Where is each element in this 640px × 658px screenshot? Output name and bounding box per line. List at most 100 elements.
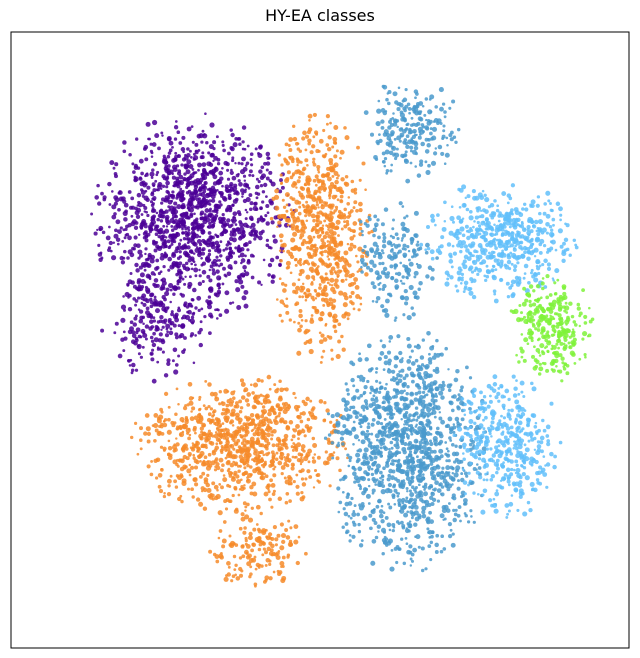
scatter-point [400, 441, 405, 446]
scatter-point [199, 216, 204, 221]
scatter-point [352, 471, 357, 477]
scatter-point [111, 204, 117, 210]
scatter-point [298, 309, 303, 313]
scatter-point [154, 232, 159, 236]
scatter-point [409, 391, 415, 397]
scatter-point [384, 463, 390, 468]
scatter-point [195, 178, 201, 183]
scatter-point [385, 397, 389, 401]
scatter-point [368, 268, 374, 273]
scatter-point [360, 439, 366, 445]
scatter-point [189, 213, 194, 219]
scatter-point [157, 430, 162, 435]
scatter-point [191, 221, 195, 226]
scatter-point [350, 188, 355, 193]
scatter-point [254, 147, 258, 151]
scatter-point [174, 335, 179, 340]
scatter-point [393, 503, 397, 506]
scatter-point [227, 251, 232, 256]
scatter-point [310, 213, 316, 219]
scatter-point [152, 239, 156, 243]
scatter-point [222, 474, 226, 477]
scatter-point [151, 197, 154, 201]
scatter-point [225, 255, 230, 261]
scatter-point [425, 465, 430, 470]
scatter-point [251, 542, 257, 548]
scatter-point [191, 140, 195, 144]
scatter-point [373, 460, 378, 465]
scatter-point [256, 377, 261, 383]
scatter-point [259, 511, 263, 516]
scatter-point [186, 147, 190, 151]
scatter-point [166, 429, 172, 435]
scatter-point [330, 441, 335, 445]
scatter-point [176, 308, 182, 313]
scatter-point [150, 208, 155, 213]
scatter-point [176, 261, 180, 265]
scatter-point [456, 127, 461, 132]
scatter-point [358, 201, 363, 207]
scatter-point [154, 179, 158, 183]
scatter-point [153, 458, 158, 463]
scatter-point [208, 235, 214, 240]
scatter-point [384, 298, 390, 304]
scatter-point [132, 322, 137, 327]
scatter-point [222, 477, 228, 483]
scatter-point [296, 159, 301, 164]
scatter-point [409, 161, 413, 165]
scatter-point [215, 559, 220, 564]
scatter-point [377, 390, 382, 394]
scatter-point [277, 414, 281, 418]
scatter-point [370, 422, 375, 427]
scatter-point [456, 513, 461, 518]
scatter-point [265, 168, 269, 172]
scatter-point [228, 402, 234, 407]
scatter-point [429, 432, 433, 436]
scatter-point [323, 249, 328, 254]
scatter-point [410, 306, 414, 310]
scatter-point [145, 172, 149, 175]
scatter-point [193, 443, 199, 449]
scatter-point [415, 493, 421, 499]
scatter-point [174, 120, 178, 123]
scatter-point [367, 432, 371, 436]
scatter-point [245, 551, 249, 555]
scatter-point [201, 231, 205, 235]
scatter-point [142, 332, 148, 339]
scatter-point [375, 296, 381, 301]
scatter-point [452, 508, 456, 513]
scatter-point [324, 201, 329, 205]
scatter-point [175, 462, 179, 467]
scatter-point [364, 487, 369, 492]
scatter-point [314, 229, 320, 235]
scatter-point [340, 415, 347, 421]
scatter-point [434, 480, 439, 486]
scatter-point [400, 239, 404, 242]
scatter-point [129, 320, 134, 325]
scatter-point [270, 405, 275, 410]
scatter-point [419, 497, 424, 502]
scatter-point [322, 349, 326, 353]
scatter-point [215, 317, 219, 320]
scatter-point [175, 196, 179, 200]
scatter-point [455, 289, 460, 293]
scatter-point [248, 169, 253, 174]
scatter-point [236, 464, 240, 468]
scatter-point [148, 312, 152, 316]
scatter-point [280, 185, 285, 190]
scatter-point [215, 462, 220, 467]
scatter-point [240, 162, 244, 166]
scatter-point [278, 419, 284, 424]
scatter-point [159, 445, 164, 449]
scatter-point [380, 249, 384, 253]
scatter-point [241, 274, 246, 278]
scatter-point [276, 569, 280, 573]
scatter-point [430, 276, 435, 281]
scatter-point [406, 384, 410, 389]
scatter-point [279, 522, 284, 527]
scatter-point [427, 357, 433, 362]
scatter-point [197, 188, 201, 192]
scatter-point [354, 254, 358, 258]
scatter-point [326, 146, 332, 152]
scatter-point [114, 162, 119, 167]
